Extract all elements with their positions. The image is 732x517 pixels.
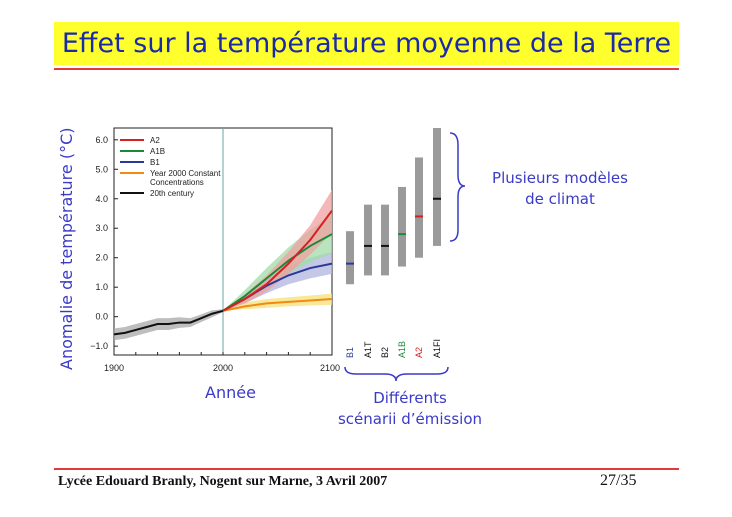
footer-rule [54, 468, 679, 470]
y-tick-label: 4.0 [95, 194, 108, 204]
scenario-label: B2 [380, 347, 390, 358]
x-tick-label: 1900 [104, 363, 124, 373]
range-bar [433, 128, 441, 246]
range-bar [415, 157, 423, 258]
temperature-projection-chart: −1.0 0.0 1.0 2.0 3.0 4.0 5.0 6.0 1900 2000 2100 A2 A… [90, 127, 340, 373]
x-tick-label: 2100 [320, 363, 340, 373]
uncertainty-band [223, 189, 332, 311]
scenario-label: A1FI [432, 339, 442, 358]
y-tick-label: 2.0 [95, 253, 108, 263]
models-annotation-line2: de climat [525, 190, 595, 208]
y-tick-label: 6.0 [95, 135, 108, 145]
series-line [113, 309, 224, 336]
x-axis-label: Année [205, 383, 256, 402]
models-brace [449, 132, 466, 242]
range-bar [346, 231, 354, 285]
legend-label: B1 [150, 158, 160, 167]
scenario-range-chart: B1 A1T B2 A1B A2 A1FI [344, 128, 466, 382]
scenarios-brace [344, 366, 449, 382]
slide-title: Effet sur la température moyenne de la T… [61, 28, 672, 59]
y-tick-label: −1.0 [90, 341, 108, 351]
y-tick-label: 0.0 [95, 312, 108, 322]
title-banner: Effet sur la température moyenne de la T… [54, 22, 679, 65]
models-annotation: Plusieurs modèles de climat [470, 168, 650, 210]
y-tick-label: 3.0 [95, 223, 108, 233]
scenario-label: A1B [397, 341, 407, 358]
page-number: 27/35 [600, 472, 637, 489]
footer-source: Lycée Edouard Branly, Nogent sur Marne, … [58, 474, 388, 489]
scenario-label: A2 [414, 347, 424, 358]
y-tick-label: 1.0 [95, 282, 108, 292]
scenario-label: B1 [345, 347, 355, 358]
legend-label: A2 [150, 136, 160, 145]
x-tick-label: 2000 [213, 363, 233, 373]
range-bar [381, 204, 389, 276]
series-line [222, 233, 333, 312]
series-line [222, 209, 333, 312]
legend-label: Concentrations [150, 178, 204, 187]
scenarios-annotation-line1: Différents [373, 389, 447, 407]
scenarios-annotation: Différents scénarii d’émission [320, 388, 500, 430]
scenario-label: A1T [363, 341, 373, 358]
scenarios-annotation-line2: scénarii d’émission [337, 410, 483, 428]
legend-label: 20th century [150, 189, 194, 198]
models-annotation-line1: Plusieurs modèles [492, 169, 628, 187]
legend-label: Year 2000 Constant [150, 169, 221, 178]
range-bar [398, 186, 406, 267]
series-line [222, 297, 333, 312]
y-tick-label: 5.0 [95, 164, 108, 174]
title-rule [54, 68, 679, 70]
legend-label: A1B [150, 147, 165, 156]
range-bar [364, 204, 372, 276]
